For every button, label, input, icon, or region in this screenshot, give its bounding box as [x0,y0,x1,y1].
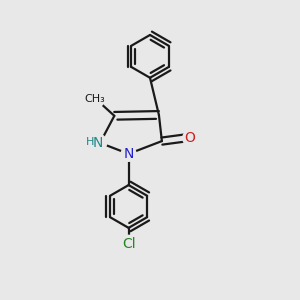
Circle shape [86,91,104,108]
Circle shape [183,131,198,146]
Circle shape [89,134,106,152]
Text: O: O [185,131,196,145]
Circle shape [120,235,137,253]
Text: N: N [92,136,103,150]
Text: Cl: Cl [122,237,135,251]
Circle shape [121,146,136,161]
Text: N: N [123,147,134,161]
Text: CH₃: CH₃ [85,94,105,104]
Text: H: H [85,137,94,147]
